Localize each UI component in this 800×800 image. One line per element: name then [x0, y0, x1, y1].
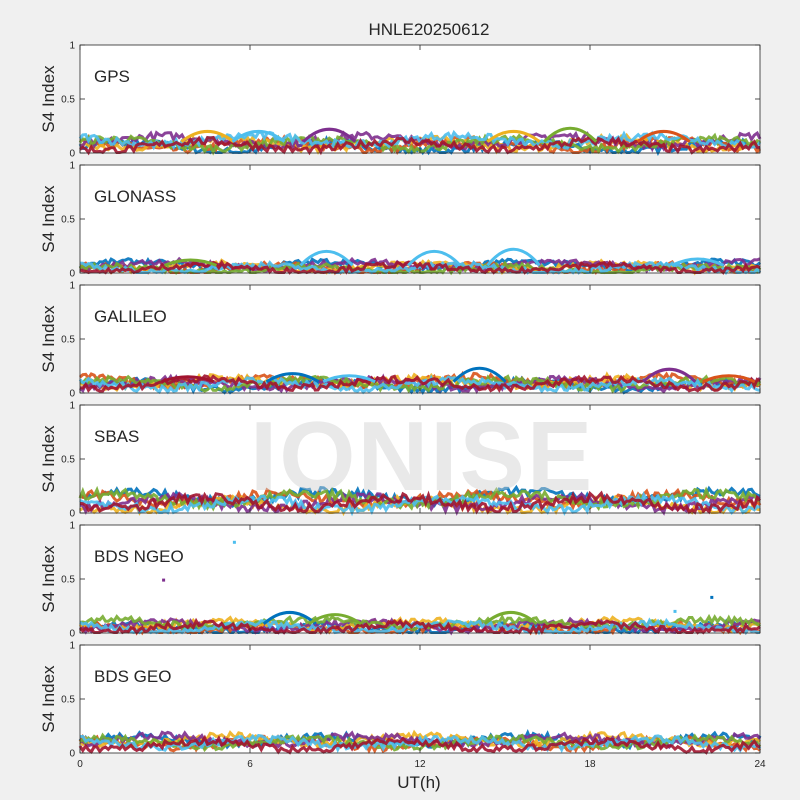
y-axis-label: S4 Index	[39, 425, 58, 493]
panel-1: 0 0.5 1 GPS S4 Index	[39, 41, 762, 160]
peak-arc	[407, 250, 462, 267]
x-axis-label: UT(h)	[397, 773, 440, 792]
y-tick-label: 0	[69, 629, 75, 640]
y-tick-label: 0	[69, 149, 75, 160]
x-tick-label: 0	[77, 759, 83, 770]
panels: 0 0.5 1 GPS S4 Index 0 0.5 1 GLONASS S4 Index 0 0.5…	[39, 41, 762, 760]
y-axis-label: S4 Index	[39, 545, 58, 613]
x-tick-label: 24	[754, 759, 766, 770]
satellite-trace	[79, 135, 761, 156]
y-axis-label: S4 Index	[39, 305, 58, 373]
peak-arc	[671, 257, 725, 267]
peak-arc	[452, 366, 507, 383]
y-tick-label: 0.5	[61, 575, 75, 586]
panel-2: 0 0.5 1 GLONASS S4 Index	[39, 161, 762, 280]
panel-label: GALILEO	[94, 307, 167, 326]
y-tick-label: 1	[69, 281, 75, 292]
satellite-trace	[78, 617, 761, 635]
axes-background	[80, 525, 760, 633]
panel-3: 0 0.5 1 GALILEO S4 Index	[39, 281, 762, 400]
y-axis-label: S4 Index	[39, 65, 58, 133]
y-tick-label: 0.5	[61, 335, 75, 346]
satellite-trace	[78, 487, 762, 513]
satellite-trace	[79, 490, 762, 515]
panel-label: GLONASS	[94, 187, 176, 206]
satellite-trace	[79, 259, 761, 275]
panel-label: BDS GEO	[94, 667, 171, 686]
panel-label: SBAS	[94, 427, 139, 446]
peak-arc	[265, 372, 320, 383]
x-tick-label: 12	[414, 759, 426, 770]
peak-arc	[180, 129, 235, 143]
chart-title: HNLE20250612	[369, 20, 490, 39]
peak-arc	[702, 374, 756, 384]
panel-4: 0 0.5 1 SBAS S4 Index	[39, 401, 762, 520]
x-tick-label: 18	[584, 759, 596, 770]
panel-label: GPS	[94, 67, 130, 86]
y-tick-label: 0	[69, 269, 75, 280]
peak-arc	[642, 367, 697, 383]
outlier-point	[232, 540, 236, 544]
y-tick-label: 1	[69, 41, 75, 52]
outlier-point	[710, 595, 714, 599]
y-tick-label: 0	[69, 509, 75, 520]
y-tick-label: 0.5	[61, 455, 75, 466]
peak-arc	[308, 613, 362, 626]
y-axis-label: S4 Index	[39, 665, 58, 733]
y-tick-label: 0	[69, 749, 75, 760]
satellite-trace	[78, 734, 761, 755]
axes-background	[80, 285, 760, 393]
peak-arc	[163, 258, 218, 267]
panel-6: 0 0.5 1 BDS GEO S4 Index	[39, 641, 762, 760]
peak-arc	[231, 129, 286, 143]
y-tick-label: 0	[69, 389, 75, 400]
x-tick-labels: 0 6 12 18 24	[77, 759, 766, 770]
y-tick-label: 0.5	[61, 695, 75, 706]
satellite-trace	[79, 374, 761, 394]
peak-arc	[636, 129, 691, 143]
x-tick-label: 6	[247, 759, 253, 770]
outlier-point	[673, 609, 677, 613]
watermark: IONISE	[250, 401, 594, 511]
satellite-trace	[79, 733, 762, 754]
y-axis-label: S4 Index	[39, 185, 58, 253]
panel-5: 0 0.5 1 BDS NGEO S4 Index	[39, 521, 762, 640]
peak-arc	[161, 375, 215, 384]
peak-arc	[486, 129, 541, 143]
peak-arc	[299, 250, 354, 267]
y-tick-label: 1	[69, 641, 75, 652]
peak-arc	[543, 126, 598, 143]
peak-arc	[483, 610, 538, 626]
peak-arc	[322, 374, 376, 384]
panel-traces	[78, 484, 762, 517]
y-tick-label: 0.5	[61, 215, 75, 226]
y-tick-label: 0.5	[61, 95, 75, 106]
satellite-trace	[79, 617, 760, 636]
y-tick-label: 1	[69, 161, 75, 172]
panel-traces	[78, 613, 762, 636]
y-tick-label: 1	[69, 401, 75, 412]
peak-arc	[302, 127, 357, 143]
peak-arc	[486, 247, 541, 267]
y-tick-label: 1	[69, 521, 75, 532]
panel-label: BDS NGEO	[94, 547, 184, 566]
outlier-point	[162, 578, 166, 582]
panel-traces	[78, 129, 762, 157]
